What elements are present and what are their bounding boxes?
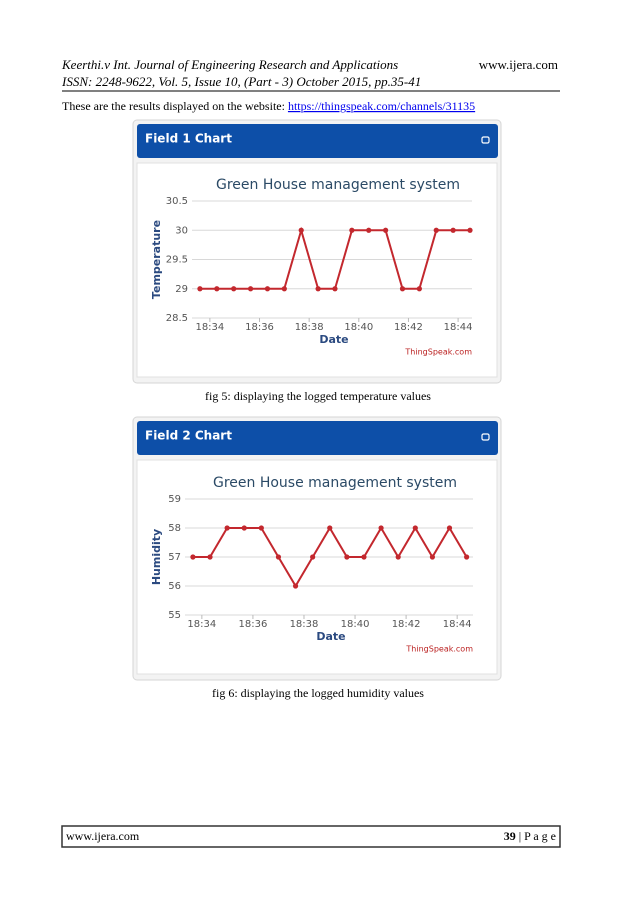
point bbox=[224, 525, 230, 531]
x-tick-label: 18:42 bbox=[392, 619, 421, 630]
text: These are the results displayed on the w… bbox=[62, 99, 288, 113]
x-tick-label: 18:38 bbox=[290, 619, 319, 630]
x-axis-label: Date bbox=[319, 333, 348, 346]
point bbox=[190, 554, 196, 560]
point bbox=[412, 525, 418, 531]
x-tick-label: 18:34 bbox=[187, 619, 216, 630]
chart-area bbox=[136, 162, 498, 378]
point bbox=[467, 227, 473, 233]
point bbox=[231, 286, 237, 292]
x-tick-label: 18:38 bbox=[295, 322, 324, 333]
issn: ISSN: 2248-9622, Vol. 5, Issue 10, (Part… bbox=[61, 74, 421, 89]
point bbox=[399, 286, 406, 292]
point bbox=[332, 286, 338, 292]
page-label: | P a g e bbox=[519, 829, 556, 843]
y-tick-label: 30 bbox=[175, 225, 188, 236]
point bbox=[429, 554, 436, 560]
x-tick-label: 18:44 bbox=[443, 619, 472, 630]
point bbox=[464, 554, 470, 560]
panel-title: Field 1 Chart bbox=[145, 132, 232, 146]
point bbox=[275, 554, 282, 560]
panel-header bbox=[137, 421, 498, 455]
point bbox=[310, 554, 316, 560]
y-tick-label: 58 bbox=[168, 523, 181, 534]
journal: Keerthi.v Int. Journal of Engineering Re… bbox=[61, 57, 398, 72]
point bbox=[383, 227, 389, 233]
point bbox=[446, 525, 453, 531]
page-number: 39 bbox=[504, 829, 516, 843]
x-tick-label: 18:44 bbox=[444, 322, 473, 333]
y-axis-label: Temperature bbox=[150, 220, 163, 299]
link[interactable]: https://thingspeak.com/channels/31135 bbox=[288, 99, 475, 113]
point bbox=[292, 583, 299, 589]
x-axis-label: Date bbox=[316, 630, 345, 643]
x-tick-label: 18:40 bbox=[341, 619, 370, 630]
credit: ThingSpeak.com bbox=[405, 645, 473, 654]
y-tick-label: 28.5 bbox=[166, 313, 188, 324]
point bbox=[416, 286, 422, 292]
point bbox=[207, 554, 213, 560]
point bbox=[258, 525, 264, 531]
point bbox=[361, 554, 367, 560]
y-tick-label: 55 bbox=[168, 610, 181, 621]
x-tick-label: 18:34 bbox=[195, 322, 224, 333]
chart-title: Green House management system bbox=[216, 177, 460, 193]
point bbox=[247, 286, 254, 292]
site: www.ijera.com bbox=[479, 57, 558, 72]
x-tick-label: 18:40 bbox=[344, 322, 373, 333]
x-tick-label: 18:42 bbox=[394, 322, 423, 333]
point bbox=[344, 554, 350, 560]
point bbox=[366, 227, 372, 233]
y-axis-label: Humidity bbox=[150, 529, 163, 585]
point bbox=[281, 286, 287, 292]
y-tick-label: 29.5 bbox=[166, 255, 188, 266]
caption: fig 6: displaying the logged humidity va… bbox=[212, 686, 424, 700]
comment-icon bbox=[481, 433, 490, 441]
x-tick-label: 18:36 bbox=[239, 619, 268, 630]
y-tick-label: 57 bbox=[168, 552, 181, 563]
point bbox=[214, 286, 220, 292]
chart-area bbox=[136, 459, 498, 675]
point bbox=[450, 227, 456, 233]
point bbox=[241, 525, 247, 531]
footer-site: www.ijera.com bbox=[66, 829, 140, 843]
point bbox=[315, 286, 321, 292]
caption: fig 5: displaying the logged temperature… bbox=[205, 389, 431, 403]
y-tick-label: 59 bbox=[168, 494, 181, 505]
footer-page: 39 | P a g e bbox=[504, 829, 556, 843]
x-tick-label: 18:36 bbox=[245, 322, 274, 333]
y-tick-label: 29 bbox=[175, 284, 188, 295]
point bbox=[327, 525, 333, 531]
point bbox=[349, 227, 355, 233]
footer-box bbox=[61, 825, 561, 848]
credit: ThingSpeak.com bbox=[404, 348, 472, 357]
panel-title: Field 2 Chart bbox=[145, 429, 232, 443]
comment-icon bbox=[481, 136, 490, 144]
point bbox=[378, 525, 384, 531]
point bbox=[197, 286, 203, 292]
y-tick-label: 30.5 bbox=[166, 196, 188, 207]
point bbox=[264, 286, 271, 292]
point bbox=[298, 227, 304, 233]
chart-title: Green House management system bbox=[213, 475, 457, 491]
panel-header bbox=[137, 124, 498, 158]
point bbox=[395, 554, 401, 560]
y-tick-label: 56 bbox=[168, 581, 181, 592]
point bbox=[433, 227, 439, 233]
body-text: These are the results displayed on the w… bbox=[62, 99, 475, 113]
